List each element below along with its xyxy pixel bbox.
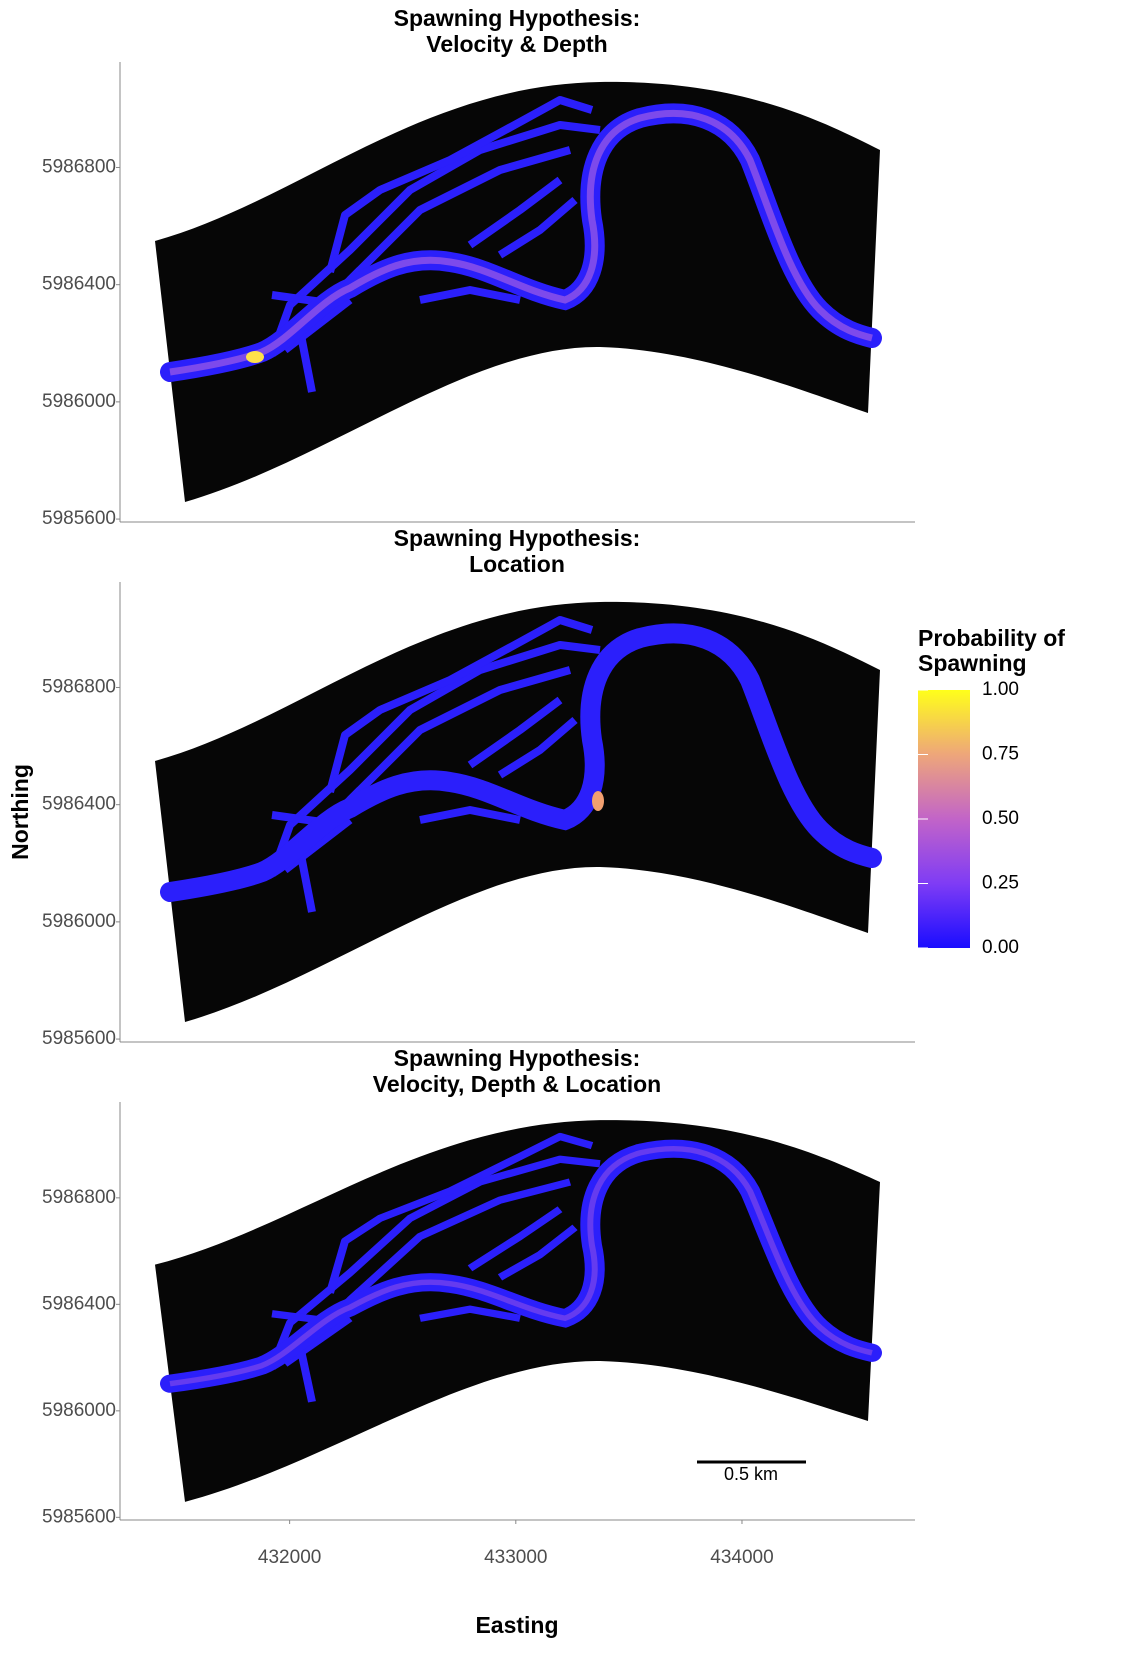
panel-title: Spawning Hypothesis:: [394, 5, 641, 31]
hotspot: [592, 791, 604, 811]
hotspot: [246, 351, 264, 363]
y-tick-label: 5985600: [42, 1506, 116, 1527]
panel-title: Spawning Hypothesis:: [394, 525, 641, 551]
map-layer: [155, 1120, 880, 1502]
colorbar-tick-label: 0.25: [982, 873, 1019, 894]
colorbar-title: Spawning: [918, 650, 1027, 676]
y-axis-label: Northing: [7, 764, 33, 860]
panel-title: Location: [469, 551, 565, 577]
y-tick-label: 5986400: [42, 274, 116, 295]
x-tick-label: 434000: [710, 1547, 773, 1568]
y-tick-label: 5986000: [42, 391, 116, 412]
colorbar-tick-label: 0.00: [982, 937, 1019, 958]
x-tick-label: 433000: [484, 1547, 547, 1568]
y-tick-label: 5986800: [42, 676, 116, 697]
scale-bar-label: 0.5 km: [724, 1464, 778, 1484]
x-tick-label: 432000: [258, 1547, 321, 1568]
panel-title: Velocity, Depth & Location: [373, 1071, 661, 1097]
map-layer: [155, 602, 880, 1022]
panel-title: Velocity & Depth: [426, 31, 607, 57]
panel-title: Spawning Hypothesis:: [394, 1045, 641, 1071]
y-tick-label: 5986800: [42, 1187, 116, 1208]
colorbar-title: Probability of: [918, 625, 1065, 651]
y-tick-label: 5986000: [42, 911, 116, 932]
colorbar-tick-label: 0.50: [982, 808, 1019, 829]
y-tick-label: 5985600: [42, 1028, 116, 1049]
y-tick-label: 5986400: [42, 1293, 116, 1314]
y-tick-label: 5985600: [42, 508, 116, 529]
y-tick-label: 5986400: [42, 794, 116, 815]
y-tick-label: 5986000: [42, 1400, 116, 1421]
colorbar-tick-label: 0.75: [982, 744, 1019, 765]
map-layer: [155, 82, 880, 502]
figure: Spawning Hypothesis:Velocity & Depth5985…: [0, 0, 1141, 1648]
colorbar-tick-label: 1.00: [982, 679, 1019, 700]
y-tick-label: 5986800: [42, 156, 116, 177]
x-axis-label: Easting: [475, 1612, 558, 1638]
